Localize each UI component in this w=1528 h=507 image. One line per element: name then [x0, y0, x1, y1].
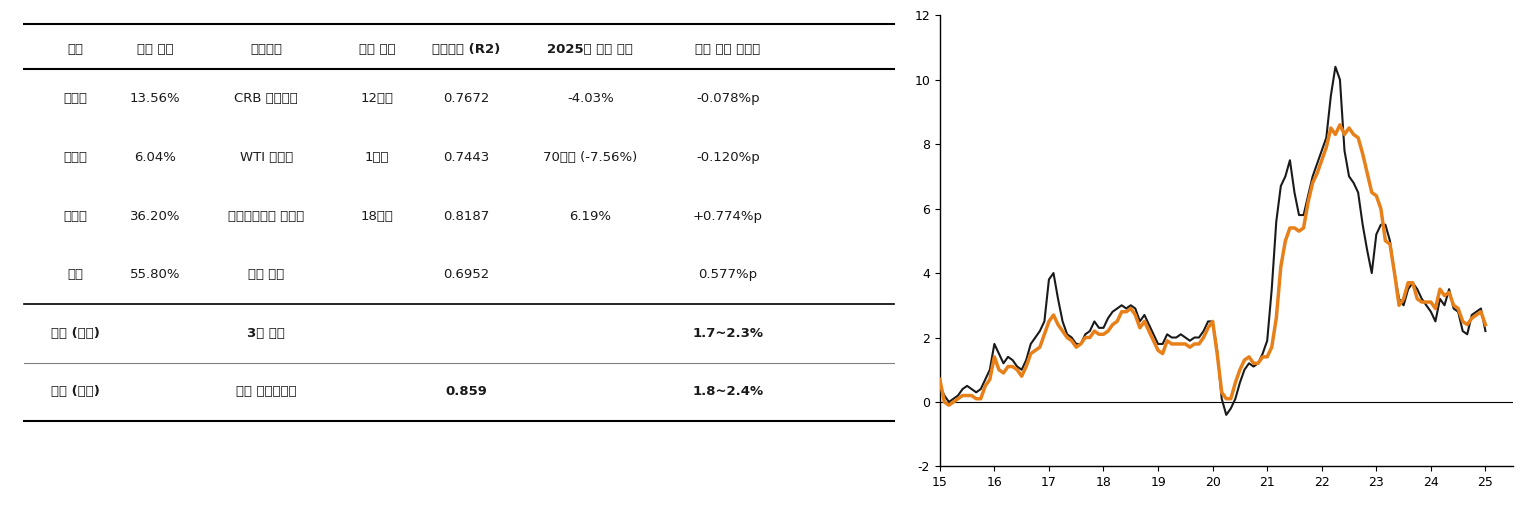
Text: 0.8187: 0.8187	[443, 209, 489, 223]
Text: 합계: 합계	[67, 268, 83, 281]
Text: 18개월: 18개월	[361, 209, 394, 223]
Text: 0.7672: 0.7672	[443, 92, 489, 105]
Text: 1.8~2.4%: 1.8~2.4%	[692, 385, 764, 399]
Text: 전미주택가격 상승률: 전미주택가격 상승률	[228, 209, 304, 223]
Text: 0.7443: 0.7443	[443, 151, 489, 164]
Text: 36.20%: 36.20%	[130, 209, 180, 223]
Text: 0.859: 0.859	[445, 385, 487, 399]
Text: 식료품: 식료품	[63, 92, 87, 105]
Text: 물가 비중: 물가 비중	[138, 43, 174, 56]
Text: 13.56%: 13.56%	[130, 92, 180, 105]
Text: 선행지표: 선행지표	[251, 43, 283, 56]
Text: 결정계수 (R2): 결정계수 (R2)	[432, 43, 500, 56]
Text: 주거비: 주거비	[63, 209, 87, 223]
Text: 0.577%p: 0.577%p	[698, 268, 758, 281]
Text: 12개월: 12개월	[361, 92, 394, 105]
Text: 70달러 (-7.56%): 70달러 (-7.56%)	[542, 151, 637, 164]
Text: -0.078%p: -0.078%p	[697, 92, 759, 105]
Text: 1.7~2.3%: 1.7~2.3%	[692, 327, 764, 340]
Text: 물가 시차: 물가 시차	[359, 43, 396, 56]
Text: 6.19%: 6.19%	[570, 209, 611, 223]
Text: 구성: 구성	[67, 43, 83, 56]
Text: 3대 항목: 3대 항목	[248, 327, 286, 340]
Text: +0.774%p: +0.774%p	[692, 209, 762, 223]
Text: -0.120%p: -0.120%p	[697, 151, 759, 164]
Text: 1개월: 1개월	[365, 151, 390, 164]
Text: 추정 (전체): 추정 (전체)	[50, 327, 99, 340]
Text: 전체 소비자물가: 전체 소비자물가	[235, 385, 296, 399]
Text: 55.80%: 55.80%	[130, 268, 180, 281]
Text: -4.03%: -4.03%	[567, 92, 614, 105]
Text: 추정 (근원): 추정 (근원)	[50, 385, 99, 399]
Text: 가중 평균: 가중 평균	[248, 268, 284, 281]
Text: 0.6952: 0.6952	[443, 268, 489, 281]
Text: 6.04%: 6.04%	[134, 151, 176, 164]
Text: 2025년 물가 영향: 2025년 물가 영향	[547, 43, 633, 56]
Text: WTI 근월물: WTI 근월물	[240, 151, 293, 164]
Text: CRB 곡물지수: CRB 곡물지수	[234, 92, 298, 105]
Text: 에너지: 에너지	[63, 151, 87, 164]
Text: 미국 물가 기여도: 미국 물가 기여도	[695, 43, 761, 56]
